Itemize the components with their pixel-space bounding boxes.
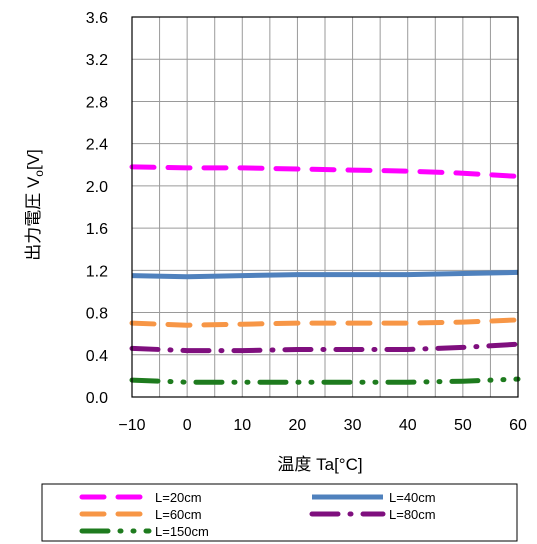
x-axis-title: 温度 Ta[°C] (277, 455, 362, 474)
series-line (129, 341, 521, 354)
x-tick-label: 40 (399, 417, 417, 434)
legend-label: L=40cm (389, 490, 436, 505)
legend-label: L=150cm (155, 524, 209, 539)
legend-label: L=80cm (389, 507, 436, 522)
y-axis-title-subscript: o (32, 170, 46, 177)
y-tick-label: 0.4 (86, 348, 108, 365)
y-tick-label: 2.8 (86, 94, 108, 111)
x-tick-label: 30 (344, 417, 362, 434)
y-axis-title: 出力電圧 Vo[V] (24, 149, 46, 261)
x-tick-label: −10 (118, 417, 145, 434)
y-tick-label: 0.0 (86, 390, 108, 407)
legend-box (41, 483, 518, 542)
legend-label: L=20cm (155, 490, 202, 505)
y-tick-labels: 0.0 0.4 0.8 1.2 1.6 2.0 2.4 2.8 3.2 3.6 (86, 10, 108, 407)
series-line (129, 317, 521, 328)
y-tick-label: 0.8 (86, 306, 108, 323)
y-tick-label: 2.0 (86, 179, 108, 196)
x-tick-label: 20 (289, 417, 307, 434)
x-tick-label: 10 (233, 417, 251, 434)
y-tick-label: 3.6 (86, 10, 108, 27)
y-tick-label: 3.2 (86, 52, 108, 69)
y-axis-title-unit: [V] (24, 149, 43, 170)
legend: L=20cm L=40cm L=60cm L=80cm L=150cm (79, 490, 436, 539)
series-line (131, 269, 519, 280)
series-line (129, 376, 521, 385)
legend-label: L=60cm (155, 507, 202, 522)
series-lines (129, 164, 521, 385)
y-tick-label: 2.4 (86, 137, 108, 154)
y-tick-label: 1.6 (86, 221, 108, 238)
plot-frame (131, 16, 519, 398)
x-tick-label: 60 (509, 417, 527, 434)
x-tick-label: 50 (454, 417, 472, 434)
x-tick-labels: −10 0 10 20 30 40 50 60 (118, 417, 527, 434)
y-axis-title-main: 出力電圧 V (24, 176, 43, 261)
y-tick-label: 1.2 (86, 263, 108, 280)
x-tick-label: 0 (183, 417, 192, 434)
series-line (129, 164, 521, 179)
